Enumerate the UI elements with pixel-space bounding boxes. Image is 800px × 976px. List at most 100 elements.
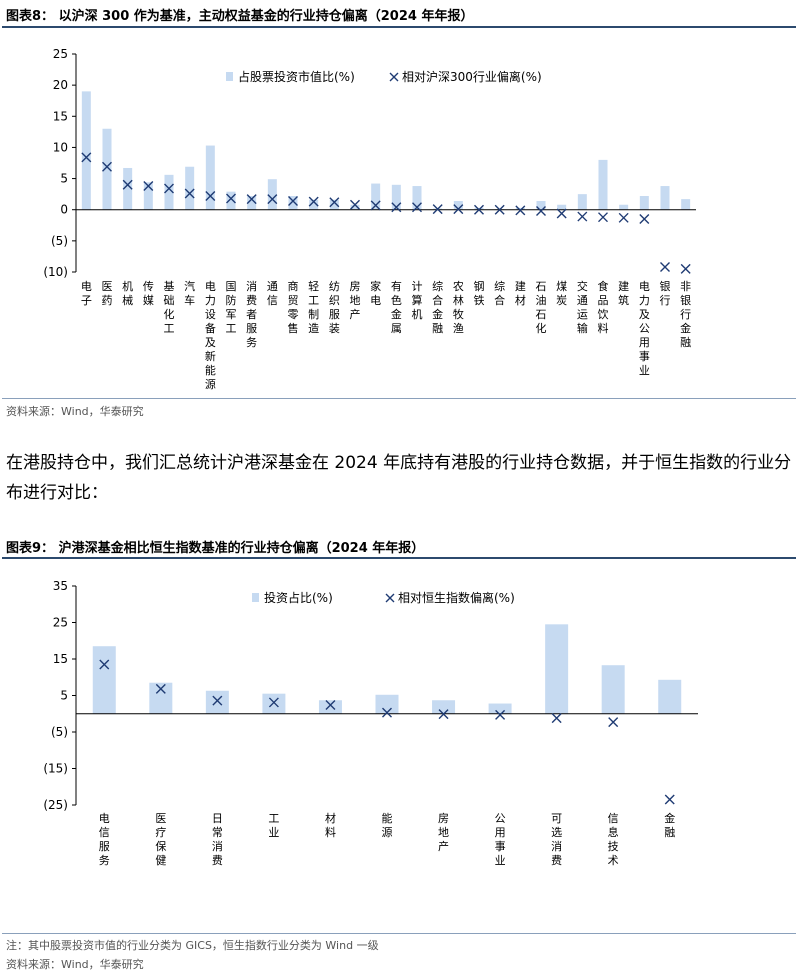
y-tick-label: 35 [53, 579, 68, 593]
legend-marker-label: 相对沪深300行业偏离(%) [402, 69, 542, 84]
bar [143, 182, 153, 210]
deviation-marker [205, 191, 216, 202]
figure9-title: 图表9： 沪港深基金相比恒生指数基准的行业持仓偏离（2024 年年报） [6, 541, 425, 556]
figure9-source: 资料来源：Wind，华泰研究 [6, 958, 144, 971]
category-label: 电力及公用事业 [639, 280, 650, 377]
y-tick-label: 20 [53, 78, 68, 92]
category-label: 计算机 [412, 280, 423, 321]
bar [432, 700, 456, 714]
deviation-marker [551, 713, 562, 724]
category-label: 食品饮料 [598, 279, 609, 335]
category-label: 医疗保健 [155, 812, 166, 867]
figure8-title: 图表8： 以沪深 300 作为基准，主动权益基金的行业持仓偏离（2024 年年报… [6, 9, 474, 24]
deviation-marker [438, 709, 449, 720]
bar [536, 200, 546, 210]
category-label: 钢铁 [474, 280, 485, 307]
bar [309, 199, 319, 210]
deviation-marker [350, 199, 360, 210]
y-tick-label: (25) [43, 798, 68, 812]
bar [412, 186, 422, 210]
bar [350, 204, 360, 210]
deviation-marker [608, 717, 619, 728]
category-label: 综合金融 [432, 279, 443, 335]
deviation-marker [308, 196, 319, 207]
category-label: 金融 [664, 811, 675, 839]
bar [660, 186, 670, 210]
deviation-marker [226, 193, 236, 204]
bar [639, 196, 649, 210]
bar [601, 665, 625, 714]
deviation-marker [660, 262, 670, 273]
deviation-marker [329, 197, 340, 208]
deviation-marker [122, 179, 133, 190]
deviation-marker [556, 208, 567, 219]
category-label: 房地产 [350, 280, 361, 321]
bar [515, 207, 525, 210]
bar [205, 145, 215, 210]
deviation-marker [288, 195, 298, 206]
category-label: 工业 [268, 812, 279, 839]
bar [329, 199, 339, 210]
category-label: 医药 [102, 280, 113, 307]
deviation-marker [102, 161, 112, 172]
bar [247, 196, 257, 210]
deviation-marker [453, 204, 464, 215]
legend-marker-swatch [389, 72, 399, 82]
figure8-title-rule [2, 26, 796, 28]
legend-bar-label: 占股票投资市值比(%) [238, 69, 355, 84]
category-label: 通信 [267, 280, 278, 307]
category-label: 电子 [81, 280, 92, 307]
deviation-marker [432, 204, 443, 215]
deviation-marker [515, 205, 526, 216]
deviation-marker [474, 204, 484, 215]
figure9-bottom-rule [2, 933, 796, 934]
category-label: 家电 [370, 279, 381, 307]
deviation-marker [267, 194, 278, 205]
deviation-marker [143, 181, 154, 192]
category-label: 传媒 [143, 280, 154, 307]
category-label: 银行 [660, 279, 671, 307]
deviation-marker [494, 204, 505, 215]
y-tick-label: 15 [53, 652, 68, 666]
bar [598, 159, 608, 210]
deviation-marker [577, 211, 588, 222]
bar [453, 200, 463, 210]
y-tick-label: 5 [60, 172, 68, 186]
category-label: 商贸零售 [288, 279, 299, 335]
category-label: 建材 [515, 279, 526, 307]
legend-bar-swatch [252, 593, 259, 602]
bar [262, 693, 286, 714]
deviation-marker [184, 188, 195, 199]
category-label: 消费者服务 [246, 279, 257, 349]
deviation-marker [618, 212, 629, 223]
figure9-note: 注：其中股票投资市值的行业分类为 GICS，恒生指数行业分类为 Wind 一级 [6, 939, 379, 952]
y-tick-label: (5) [51, 725, 68, 739]
body-paragraph: 在港股持仓中，我们汇总统计沪港深基金在 2024 年底持有港股的行业持仓数据，并… [6, 453, 792, 503]
legend-marker-label: 相对恒生指数偏离(%) [398, 590, 515, 605]
bar [123, 167, 133, 210]
category-label: 交通运输 [577, 279, 588, 335]
deviation-marker [495, 709, 506, 720]
category-label: 建筑 [618, 279, 629, 307]
bar [164, 174, 174, 210]
category-label: 公用事业 [495, 812, 506, 867]
bar [205, 690, 229, 714]
deviation-marker [382, 707, 392, 718]
bar [81, 91, 91, 210]
category-label: 国防军工 [226, 280, 237, 335]
category-label: 汽车 [184, 279, 195, 307]
figure9-chart: 35 25 15 5 (5) (15) (25) 电信服务 医疗保健 日常消费 工业 材料 能源 房地产 公… [43, 579, 698, 867]
deviation-marker [391, 202, 402, 213]
bar [577, 194, 587, 210]
deviation-marker [268, 697, 279, 708]
legend-bar-swatch [226, 72, 233, 81]
deviation-marker [99, 659, 110, 670]
bar [149, 682, 173, 714]
y-tick-label: 15 [53, 109, 68, 123]
bar [318, 700, 342, 714]
bar [185, 166, 195, 210]
category-label: 材料 [325, 811, 336, 839]
category-label: 非银行金融 [680, 280, 691, 349]
bar [288, 196, 298, 210]
bar [545, 624, 569, 714]
